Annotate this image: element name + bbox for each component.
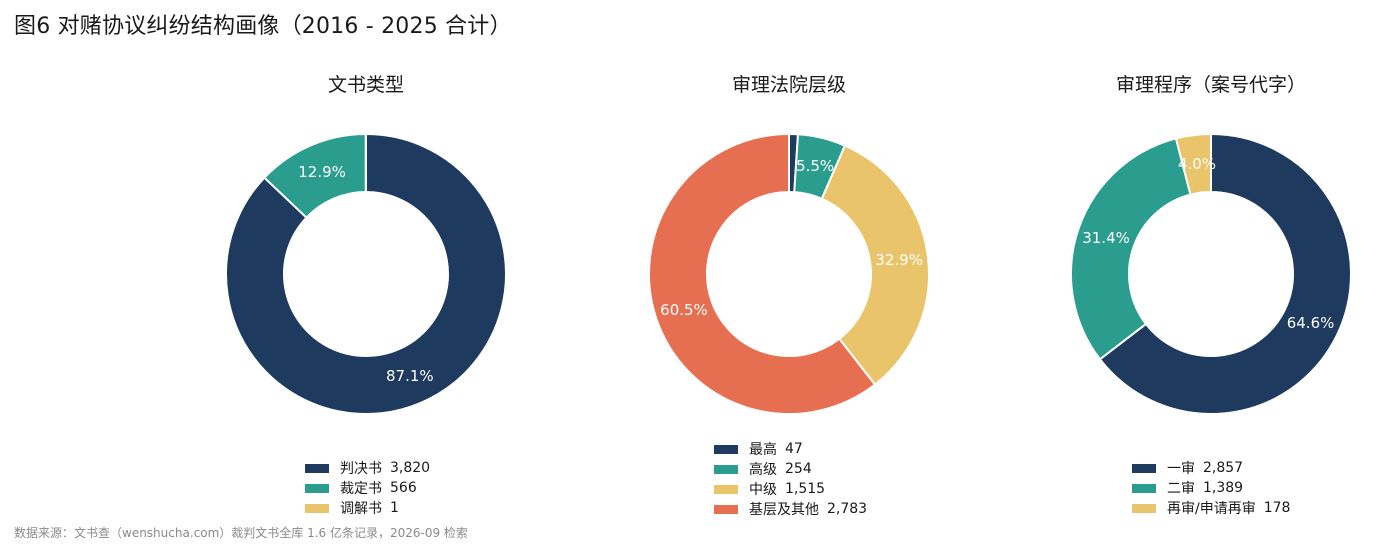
chart-title: 文书类型 <box>327 74 404 96</box>
donut-slice <box>225 132 507 415</box>
legend-label: 最高 <box>749 442 777 458</box>
legend-label: 中级 <box>749 482 777 498</box>
legend-value: 2,857 <box>1203 460 1244 476</box>
chart-title: 审理法院层级 <box>731 74 846 96</box>
legend-label: 基层及其他 <box>749 502 819 518</box>
donut-slice <box>648 132 877 415</box>
legend-swatch <box>714 464 738 474</box>
figure-title: 图6 对赌协议纠纷结构画像（2016 - 2025 合计） <box>14 14 512 39</box>
legend-swatch <box>714 484 738 494</box>
legend-swatch <box>1132 503 1156 513</box>
slice-percent-label: 4.0% <box>1178 155 1216 173</box>
legend-value: 1,389 <box>1203 480 1244 496</box>
legend-value: 2,783 <box>827 501 868 517</box>
donut-chart: 64.6% 31.4% 4.0% <box>1070 132 1352 415</box>
slice-percent-label: 60.5% <box>660 301 708 319</box>
donut-panel-court-level: 审理法院层级 5.5% 32.9% 60.5% 最高 47 高级 254 中级 1,515 基层… <box>556 0 1022 552</box>
donut-slice <box>1098 132 1352 415</box>
donut-panel-trial-procedure: 审理程序（案号代字） 64.6% 31.4% 4.0% 一审 2,857 二审 1,389… <box>978 0 1400 552</box>
legend-item: 基层及其他 2,783 <box>714 499 867 519</box>
legend-label: 一审 <box>1167 461 1195 477</box>
donut-slice <box>820 144 930 386</box>
slice-percent-label: 32.9% <box>875 251 923 269</box>
legend-swatch <box>1132 483 1156 493</box>
slice-percent-label: 5.5% <box>796 157 834 175</box>
legend-value: 566 <box>390 480 417 496</box>
slice-percent-label: 12.9% <box>298 163 346 181</box>
data-source-note: 数据来源：文书查（wenshucha.com）裁判文书全库 1.6 亿条记录，2… <box>14 526 468 540</box>
chart-legend: 最高 47 高级 254 中级 1,515 基层及其他 2,783 <box>714 439 867 519</box>
legend-label: 高级 <box>749 462 777 478</box>
donut-slice <box>1174 132 1212 196</box>
legend-swatch <box>305 463 329 473</box>
legend-item: 裁定书 566 <box>305 478 430 498</box>
donut-panel-document-type: 文书类型 87.1% 12.9% 判决书 3,820 裁定书 566 调解书 1 <box>133 0 599 552</box>
legend-item: 调解书 1 <box>305 498 430 518</box>
donut-chart: 87.1% 12.9% <box>225 132 507 415</box>
legend-item: 最高 47 <box>714 439 867 459</box>
legend-swatch <box>714 444 738 454</box>
chart-legend: 一审 2,857 二审 1,389 再审/申请再审 178 <box>1132 458 1290 518</box>
slice-percent-label: 87.1% <box>386 367 434 385</box>
legend-label: 裁定书 <box>340 481 382 497</box>
legend-value: 3,820 <box>390 460 431 476</box>
legend-item: 判决书 3,820 <box>305 458 430 478</box>
legend-label: 再审/申请再审 <box>1167 501 1256 517</box>
legend-value: 254 <box>785 461 812 477</box>
legend-item: 中级 1,515 <box>714 479 867 499</box>
legend-label: 调解书 <box>340 501 382 517</box>
legend-swatch <box>305 503 329 513</box>
legend-label: 二审 <box>1167 481 1195 497</box>
legend-value: 1 <box>390 500 399 516</box>
legend-swatch <box>714 504 738 514</box>
legend-label: 判决书 <box>340 461 382 477</box>
legend-item: 一审 2,857 <box>1132 458 1290 478</box>
chart-title: 审理程序（案号代字） <box>1115 74 1306 96</box>
chart-legend: 判决书 3,820 裁定书 566 调解书 1 <box>305 458 430 518</box>
legend-item: 再审/申请再审 178 <box>1132 498 1290 518</box>
slice-percent-label: 64.6% <box>1287 314 1335 332</box>
legend-item: 高级 254 <box>714 459 867 479</box>
slice-percent-label: 31.4% <box>1082 229 1130 247</box>
legend-value: 178 <box>1263 500 1291 516</box>
legend-value: 1,515 <box>785 481 826 497</box>
legend-swatch <box>305 483 329 493</box>
legend-swatch <box>1132 463 1156 473</box>
donut-slice <box>1070 137 1192 361</box>
donut-chart: 5.5% 32.9% 60.5% <box>648 132 930 415</box>
legend-value: 47 <box>785 441 803 457</box>
legend-item: 二审 1,389 <box>1132 478 1290 498</box>
